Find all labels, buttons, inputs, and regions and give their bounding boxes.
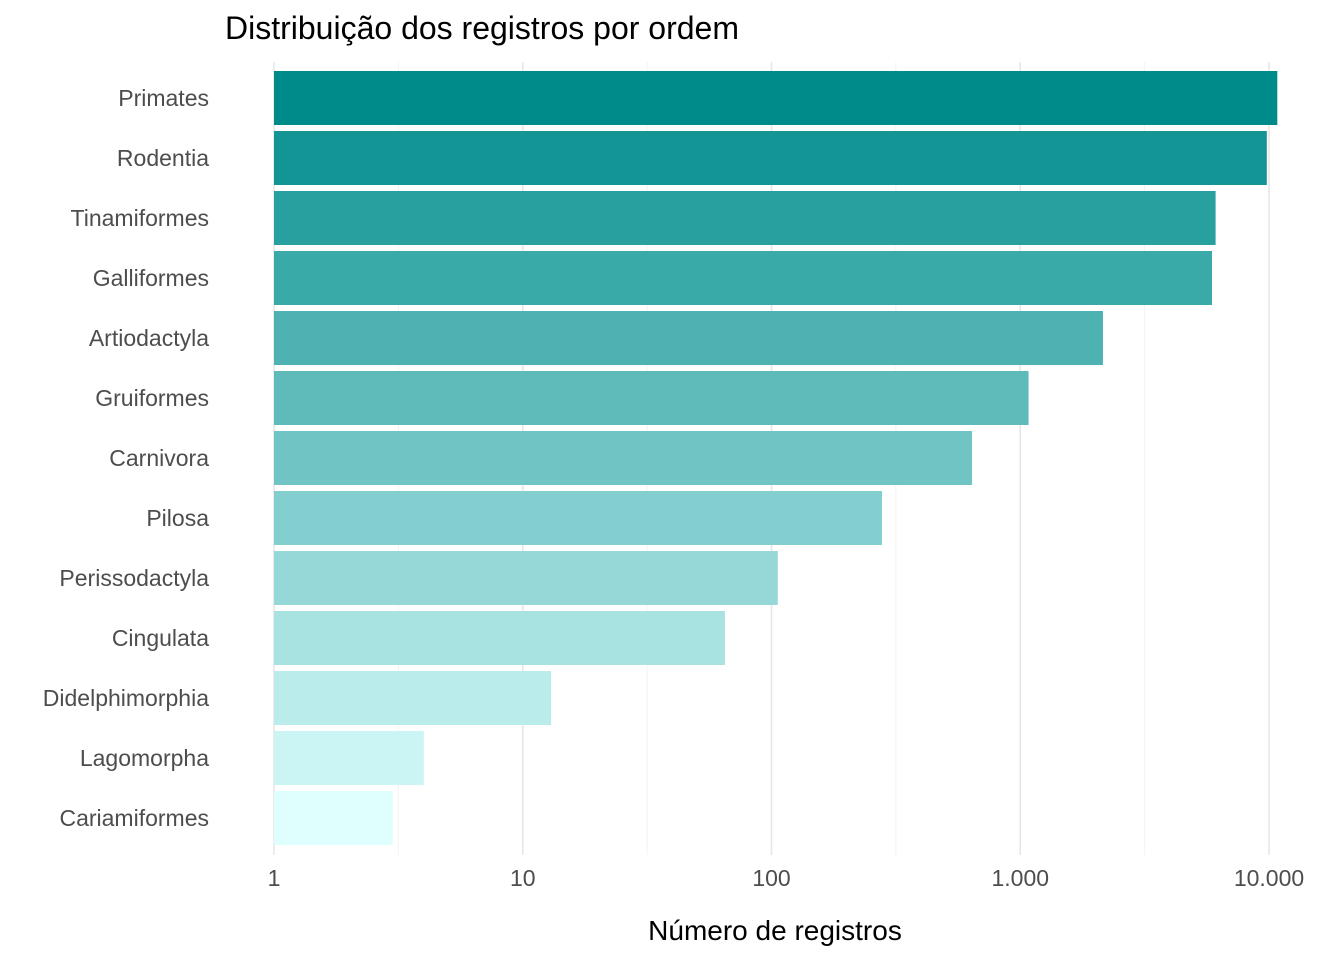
bar-cariamiformes (274, 791, 393, 845)
bar-cingulata (274, 611, 725, 665)
category-label: Lagomorpha (80, 745, 209, 771)
x-tick-label: 100 (752, 865, 790, 891)
category-label: Tinamiformes (71, 205, 209, 231)
bar-carnivora (274, 431, 973, 485)
category-label: Pilosa (146, 505, 209, 531)
x-tick-label: 1 (268, 865, 281, 891)
category-label: Primates (118, 85, 209, 111)
category-label: Carnivora (109, 445, 209, 471)
category-label: Gruiformes (95, 385, 209, 411)
category-label: Cariamiformes (59, 805, 209, 831)
category-label: Didelphimorphia (43, 685, 209, 711)
category-label: Perissodactyla (59, 565, 209, 591)
bar-gruiformes (274, 371, 1029, 425)
bar-artiodactyla (274, 311, 1103, 365)
x-tick-label: 10 (510, 865, 536, 891)
bars (274, 71, 1278, 845)
category-label: Artiodactyla (89, 325, 209, 351)
bar-primates (274, 71, 1278, 125)
bar-didelphimorphia (274, 671, 552, 725)
category-label: Cingulata (112, 625, 209, 651)
x-tick-label: 10.000 (1234, 865, 1304, 891)
bar-rodentia (274, 131, 1267, 185)
bar-perissodactyla (274, 551, 778, 605)
bar-lagomorpha (274, 731, 424, 785)
x-tick-labels: 1 10 100 1.000 10.000 (268, 865, 1305, 891)
x-axis-title: Número de registros (648, 915, 902, 946)
x-tick-label: 1.000 (991, 865, 1049, 891)
bar-pilosa (274, 491, 882, 545)
category-labels: Primates Rodentia Tinamiformes Galliformes A… (43, 85, 209, 831)
bar-galliformes (274, 251, 1212, 305)
bar-tinamiformes (274, 191, 1216, 245)
category-label: Galliformes (93, 265, 209, 291)
chart-title: Distribuição dos registros por ordem (225, 10, 739, 46)
category-label: Rodentia (117, 145, 209, 171)
